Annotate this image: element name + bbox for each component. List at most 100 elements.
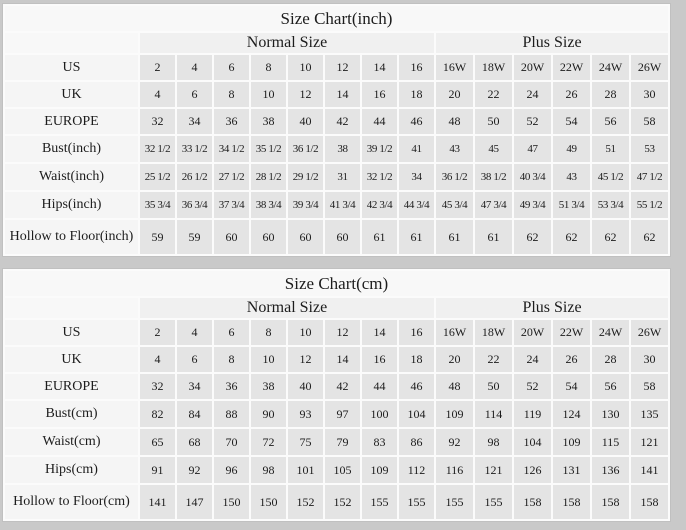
size-cell: 51 bbox=[592, 136, 629, 162]
size-cell: 116 bbox=[436, 457, 473, 483]
size-cell: 6 bbox=[214, 55, 249, 80]
size-cell: 109 bbox=[553, 429, 590, 455]
row-label: UK bbox=[5, 82, 138, 107]
chart-title: Size Chart(cm) bbox=[5, 271, 668, 296]
size-cell: 56 bbox=[592, 109, 629, 134]
size-cell: 2 bbox=[140, 55, 175, 80]
table-row: EUROPE 32 34 36 38 40 42 44 46 48 50 52 54 56 58 bbox=[5, 374, 668, 399]
size-cell: 141 bbox=[631, 457, 668, 483]
table-row: EUROPE 32 34 36 38 40 42 44 46 48 50 52 54 56 58 bbox=[5, 109, 668, 134]
size-cell: 40 3/4 bbox=[514, 164, 551, 190]
table-row: UK 4 6 8 10 12 14 16 18 20 22 24 26 28 30 bbox=[5, 347, 668, 372]
size-cell: 40 bbox=[288, 109, 323, 134]
size-cell: 35 3/4 bbox=[140, 192, 175, 218]
size-cell: 158 bbox=[631, 485, 668, 519]
size-cell: 38 bbox=[251, 109, 286, 134]
size-cell: 79 bbox=[325, 429, 360, 455]
size-cell: 22W bbox=[553, 55, 590, 80]
size-cell: 18W bbox=[475, 320, 512, 345]
size-cell: 40 bbox=[288, 374, 323, 399]
size-cell: 8 bbox=[214, 347, 249, 372]
size-chart-cm-table: Size Chart(cm) Normal Size Plus Size US 2 4 6 8… bbox=[2, 268, 671, 522]
size-cell: 45 bbox=[475, 136, 512, 162]
size-chart-inch-table: Size Chart(inch) Normal Size Plus Size US 2 4… bbox=[2, 3, 671, 257]
size-cell: 6 bbox=[177, 82, 212, 107]
corner-cell bbox=[5, 33, 138, 53]
size-cell: 98 bbox=[475, 429, 512, 455]
size-cell: 32 bbox=[140, 374, 175, 399]
size-cell: 20W bbox=[514, 55, 551, 80]
size-cell: 10 bbox=[251, 82, 286, 107]
size-cell: 24 bbox=[514, 82, 551, 107]
size-cell: 45 1/2 bbox=[592, 164, 629, 190]
size-cell: 150 bbox=[214, 485, 249, 519]
size-cell: 48 bbox=[436, 374, 473, 399]
size-cell: 92 bbox=[436, 429, 473, 455]
size-cell: 34 bbox=[177, 374, 212, 399]
size-cell: 38 1/2 bbox=[475, 164, 512, 190]
size-cell: 6 bbox=[214, 320, 249, 345]
table-row: UK 4 6 8 10 12 14 16 18 20 22 24 26 28 30 bbox=[5, 82, 668, 107]
size-cell: 53 bbox=[631, 136, 668, 162]
size-cell: 91 bbox=[140, 457, 175, 483]
table-row: US 2 4 6 8 10 12 14 16 16W 18W 20W 22W 24W 26W bbox=[5, 320, 668, 345]
size-cell: 16 bbox=[399, 55, 434, 80]
size-cell: 141 bbox=[140, 485, 175, 519]
table-row: Bust(inch) 32 1/2 33 1/2 34 1/2 35 1/2 36 1/2… bbox=[5, 136, 668, 162]
size-cell: 8 bbox=[251, 55, 286, 80]
size-cell: 158 bbox=[553, 485, 590, 519]
size-cell: 62 bbox=[514, 220, 551, 254]
size-cell: 130 bbox=[592, 401, 629, 427]
size-cell: 104 bbox=[399, 401, 434, 427]
row-label: US bbox=[5, 55, 138, 80]
size-cell: 119 bbox=[514, 401, 551, 427]
size-cell: 47 3/4 bbox=[475, 192, 512, 218]
size-cell: 20 bbox=[436, 82, 473, 107]
row-label: Bust(inch) bbox=[5, 136, 138, 162]
size-cell: 62 bbox=[631, 220, 668, 254]
size-cell: 41 bbox=[399, 136, 434, 162]
size-cell: 92 bbox=[177, 457, 212, 483]
size-cell: 44 bbox=[362, 374, 397, 399]
size-cell: 28 bbox=[592, 82, 629, 107]
size-cell: 37 3/4 bbox=[214, 192, 249, 218]
size-cell: 32 bbox=[140, 109, 175, 134]
size-cell: 62 bbox=[553, 220, 590, 254]
size-cell: 27 1/2 bbox=[214, 164, 249, 190]
size-cell: 115 bbox=[592, 429, 629, 455]
size-cell: 61 bbox=[362, 220, 397, 254]
size-cell: 61 bbox=[436, 220, 473, 254]
size-cell: 22 bbox=[475, 82, 512, 107]
size-cell: 131 bbox=[553, 457, 590, 483]
size-cell: 62 bbox=[592, 220, 629, 254]
size-cell: 22W bbox=[553, 320, 590, 345]
size-cell: 22 bbox=[475, 347, 512, 372]
size-cell: 83 bbox=[362, 429, 397, 455]
size-cell: 60 bbox=[288, 220, 323, 254]
size-cell: 53 3/4 bbox=[592, 192, 629, 218]
size-cell: 18W bbox=[475, 55, 512, 80]
size-cell: 100 bbox=[362, 401, 397, 427]
table-row: Bust(cm) 82 84 88 90 93 97 100 104 109 114 119 124 13… bbox=[5, 401, 668, 427]
size-cell: 26W bbox=[631, 320, 668, 345]
size-cell: 65 bbox=[140, 429, 175, 455]
table-row: US 2 4 6 8 10 12 14 16 16W 18W 20W 22W 24W 26W bbox=[5, 55, 668, 80]
size-cell: 41 3/4 bbox=[325, 192, 360, 218]
size-cell: 26 bbox=[553, 347, 590, 372]
row-label: Hollow to Floor(cm) bbox=[5, 485, 138, 519]
size-cell: 14 bbox=[362, 320, 397, 345]
size-cell: 6 bbox=[177, 347, 212, 372]
size-cell: 82 bbox=[140, 401, 175, 427]
size-cell: 124 bbox=[553, 401, 590, 427]
corner-cell bbox=[5, 298, 138, 318]
size-cell: 39 3/4 bbox=[288, 192, 323, 218]
table-row: Hollow to Floor(inch) 59 59 60 60 60 60 61 61 61 6… bbox=[5, 220, 668, 254]
size-cell: 36 bbox=[214, 374, 249, 399]
table-row: Hips(inch) 35 3/4 36 3/4 37 3/4 38 3/4 39 3/4… bbox=[5, 192, 668, 218]
size-cell: 36 bbox=[214, 109, 249, 134]
size-cell: 155 bbox=[399, 485, 434, 519]
size-cell: 10 bbox=[288, 55, 323, 80]
row-label: Waist(cm) bbox=[5, 429, 138, 455]
size-cell: 44 bbox=[362, 109, 397, 134]
size-cell: 155 bbox=[362, 485, 397, 519]
